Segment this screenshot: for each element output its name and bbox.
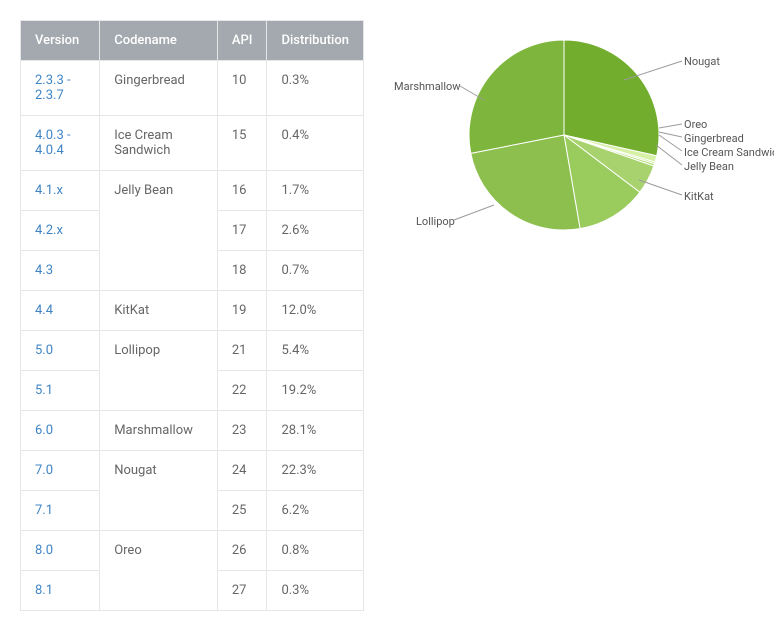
distribution-cell: 1.7% (267, 171, 364, 211)
codename-cell: Lollipop (100, 331, 218, 411)
pie-label: Jelly Bean (684, 160, 734, 173)
pie-slice-marshmallow (469, 40, 564, 153)
codename-cell: Ice Cream Sandwich (100, 116, 218, 171)
version-link[interactable]: 4.4 (35, 303, 53, 318)
api-cell: 23 (217, 411, 267, 451)
table-row: 4.1.xJelly Bean161.7% (21, 171, 364, 211)
pie-label: Gingerbread (684, 132, 744, 145)
api-cell: 19 (217, 291, 267, 331)
version-link[interactable]: 7.1 (35, 503, 53, 518)
pie-label: Ice Cream Sandwich (684, 146, 774, 159)
api-cell: 15 (217, 116, 267, 171)
api-cell: 26 (217, 531, 267, 571)
version-link[interactable]: 5.0 (35, 343, 53, 358)
api-cell: 25 (217, 491, 267, 531)
version-table: Version Codename API Distribution 2.3.3 … (20, 20, 364, 611)
version-link[interactable]: 4.0.3 - 4.0.4 (35, 128, 71, 158)
distribution-cell: 22.3% (267, 451, 364, 491)
leader-line (454, 205, 494, 220)
codename-cell: Nougat (100, 451, 218, 531)
version-link[interactable]: 2.3.3 - 2.3.7 (35, 73, 71, 103)
version-link[interactable]: 5.1 (35, 383, 53, 398)
distribution-cell: 5.4% (267, 331, 364, 371)
pie-label: Oreo (684, 118, 707, 131)
distribution-cell: 2.6% (267, 211, 364, 251)
version-link[interactable]: 6.0 (35, 423, 53, 438)
distribution-cell: 12.0% (267, 291, 364, 331)
table-row: 2.3.3 - 2.3.7 Gingerbread100.3% (21, 61, 364, 116)
col-codename: Codename (100, 21, 218, 61)
version-link[interactable]: 4.2.x (35, 223, 63, 238)
api-cell: 16 (217, 171, 267, 211)
codename-cell: Jelly Bean (100, 171, 218, 291)
api-cell: 17 (217, 211, 267, 251)
table-row: 4.0.3 - 4.0.4 Ice Cream Sandwich150.4% (21, 116, 364, 171)
distribution-cell: 0.3% (267, 61, 364, 116)
codename-cell: Oreo (100, 531, 218, 611)
pie-label: Marshmallow (394, 80, 461, 93)
api-cell: 18 (217, 251, 267, 291)
distribution-cell: 0.4% (267, 116, 364, 171)
distribution-cell: 19.2% (267, 371, 364, 411)
table-row: 8.0Oreo260.8% (21, 531, 364, 571)
table-row: 4.4 KitKat1912.0% (21, 291, 364, 331)
codename-cell: Gingerbread (100, 61, 218, 116)
distribution-pie-chart: NougatOreoGingerbreadIce Cream SandwichJ… (394, 20, 754, 260)
distribution-cell: 0.7% (267, 251, 364, 291)
version-link[interactable]: 8.0 (35, 543, 53, 558)
table-header-row: Version Codename API Distribution (21, 21, 364, 61)
leader-line (659, 135, 682, 151)
distribution-cell: 28.1% (267, 411, 364, 451)
pie-label: KitKat (684, 190, 714, 203)
leader-line (639, 180, 682, 195)
version-link[interactable]: 8.1 (35, 583, 53, 598)
api-cell: 24 (217, 451, 267, 491)
codename-cell: Marshmallow (100, 411, 218, 451)
col-api: API (217, 21, 267, 61)
version-link[interactable]: 4.3 (35, 263, 53, 278)
distribution-cell: 6.2% (267, 491, 364, 531)
api-cell: 10 (217, 61, 267, 116)
api-cell: 21 (217, 331, 267, 371)
col-distribution: Distribution (267, 21, 364, 61)
distribution-cell: 0.8% (267, 531, 364, 571)
codename-cell: KitKat (100, 291, 218, 331)
pie-label: Lollipop (416, 215, 455, 228)
api-cell: 22 (217, 371, 267, 411)
table-row: 6.0 Marshmallow2328.1% (21, 411, 364, 451)
leader-line (659, 124, 682, 128)
col-version: Version (21, 21, 100, 61)
leader-line (659, 132, 682, 137)
version-link[interactable]: 7.0 (35, 463, 53, 478)
table-row: 5.0Lollipop215.4% (21, 331, 364, 371)
version-link[interactable]: 4.1.x (35, 183, 63, 198)
pie-label: Nougat (684, 55, 720, 68)
table-row: 7.0Nougat2422.3% (21, 451, 364, 491)
